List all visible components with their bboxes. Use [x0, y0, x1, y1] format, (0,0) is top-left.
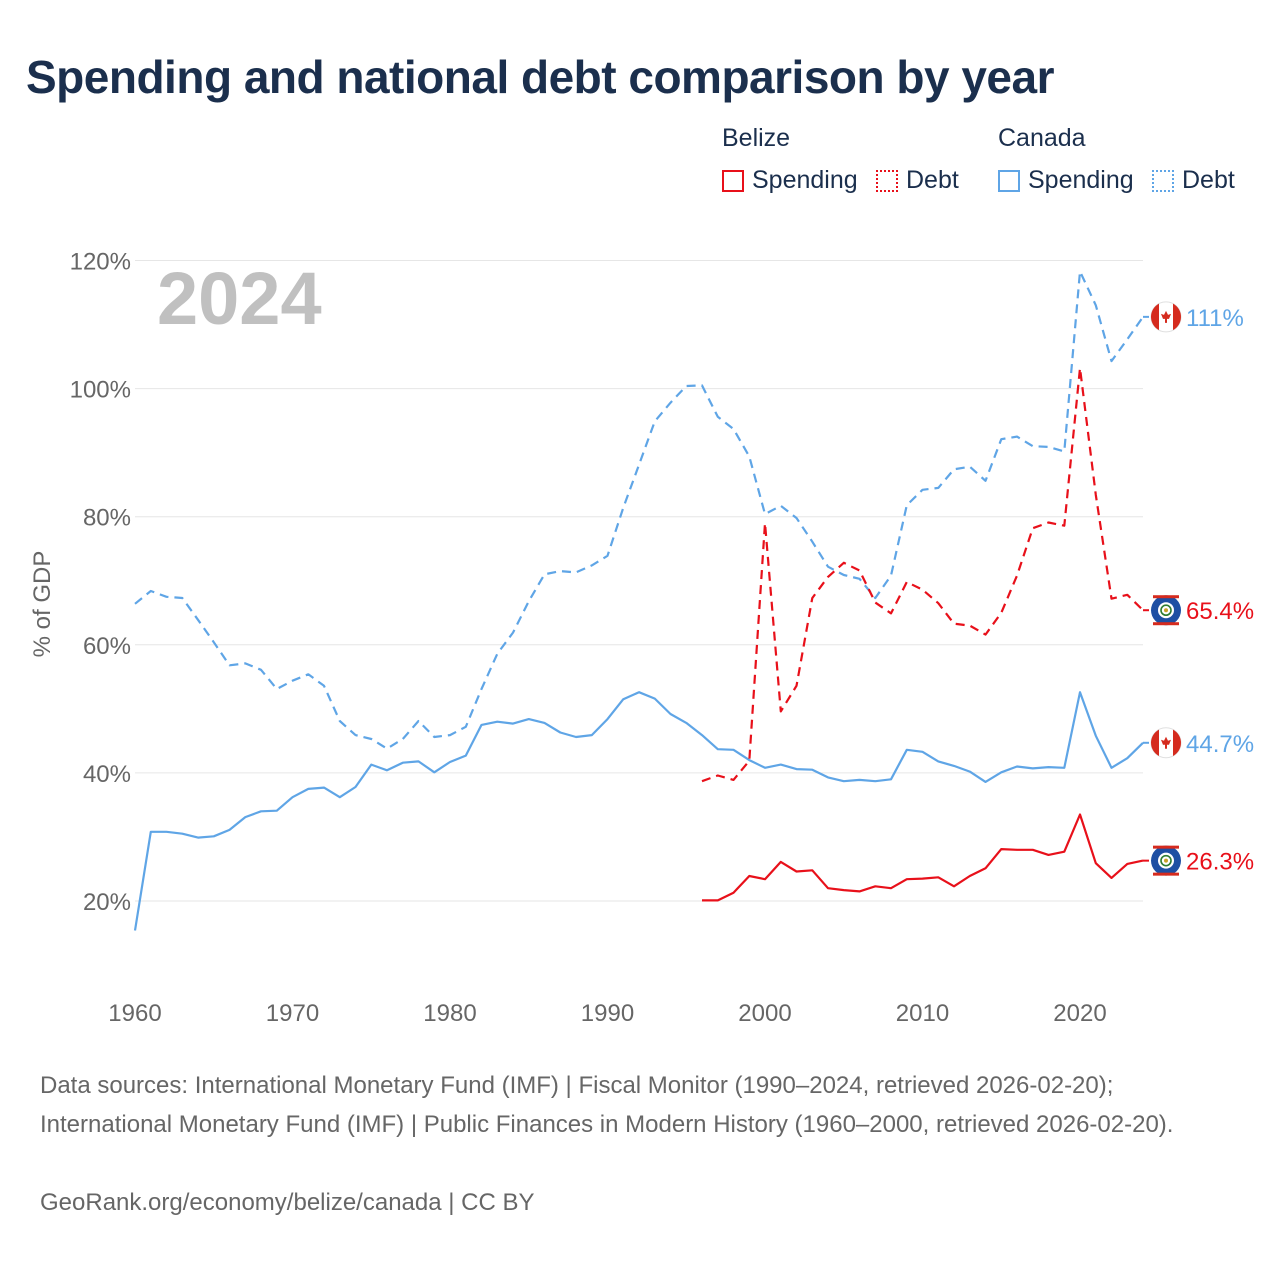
- y-tick-label-100: 100%: [70, 377, 131, 404]
- y-tick-label-120: 120%: [70, 249, 131, 276]
- canada-flag-left-band: [1151, 303, 1159, 331]
- grid-lines: [135, 260, 1143, 902]
- canada-debt-flag-icon: [1150, 301, 1182, 333]
- legend-belize-debt-swatch: [876, 169, 898, 192]
- legend-canada-spending-text: Spending: [1028, 166, 1134, 194]
- belize-spending-end-label: 26.3%: [1186, 849, 1254, 876]
- year-watermark: 2024: [157, 257, 322, 340]
- belize-flag-emblem: [1164, 608, 1168, 613]
- legend-canada-debt-text: Debt: [1182, 166, 1235, 194]
- x-tick-label-1990: 1990: [581, 1000, 634, 1027]
- x-tick-label-2000: 2000: [738, 1000, 791, 1027]
- y-axis-label: % of GDP: [29, 551, 56, 658]
- belize-debt-line: [701, 367, 1144, 783]
- x-tick-label-1970: 1970: [266, 1000, 319, 1027]
- maple-leaf-icon: [1161, 310, 1171, 323]
- legend-belize-debt[interactable]: Debt: [876, 166, 959, 195]
- legend-belize-spending-text: Spending: [752, 166, 858, 194]
- belize-spending-flag-icon: [1151, 845, 1181, 876]
- legend-belize-spending[interactable]: Spending: [722, 166, 858, 195]
- axes: 20% 40% 60% 80% 100% 120% 1960 1970 1980 1990 2000…: [29, 249, 1107, 1028]
- canada-spending-line: [133, 691, 1144, 931]
- belize-flag-emblem: [1164, 858, 1168, 863]
- belize-flag-wreath: [1160, 604, 1172, 617]
- y-tick-label-80: 80%: [83, 505, 131, 532]
- end-markers: 111% 44.7% 65.4% 26.3%: [1143, 301, 1254, 876]
- canada-flag-right-band: [1173, 303, 1181, 331]
- belize-spending-line: [702, 813, 1144, 902]
- belize-flag-top-stripe: [1153, 595, 1179, 599]
- x-tick-label-1960: 1960: [108, 1000, 161, 1027]
- chart-title: Spending and national debt comparison by…: [26, 51, 1055, 103]
- x-tick-label-2010: 2010: [896, 1000, 949, 1027]
- canada-debt-line: [134, 270, 1144, 750]
- belize-flag-top-stripe: [1153, 845, 1179, 849]
- credit-link[interactable]: GeoRank.org/economy/belize/canada | CC B…: [40, 1189, 535, 1216]
- y-tick-label-20: 20%: [83, 889, 131, 916]
- legend-belize-debt-text: Debt: [906, 166, 959, 194]
- belize-flag-bottom-stripe: [1153, 622, 1179, 626]
- legend-canada-label: Canada: [998, 124, 1086, 152]
- canada-spending-flag-icon: [1150, 727, 1182, 759]
- canada-flag-left-band: [1151, 729, 1159, 756]
- maple-leaf-icon: [1161, 736, 1171, 749]
- legend-canada-spending-swatch: [998, 169, 1020, 192]
- legend-belize-spending-swatch: [722, 169, 744, 192]
- legend-canada-debt-swatch: [1152, 169, 1174, 192]
- legend-canada-debt[interactable]: Debt: [1152, 166, 1235, 195]
- x-tick-label-2020: 2020: [1053, 1000, 1106, 1027]
- belize-debt-end-label: 65.4%: [1186, 598, 1254, 625]
- data-sources: Data sources: International Monetary Fun…: [40, 1072, 1174, 1138]
- y-tick-label-40: 40%: [83, 761, 131, 788]
- belize-debt-flag-icon: [1151, 595, 1181, 626]
- x-tick-label-1980: 1980: [423, 1000, 476, 1027]
- belize-flag-bottom-stripe: [1153, 872, 1179, 876]
- canada-spending-end-label: 44.7%: [1186, 731, 1254, 758]
- legend-belize-label: Belize: [722, 124, 791, 152]
- belize-flag-wreath: [1160, 854, 1172, 867]
- line-chart: 20% 40% 60% 80% 100% 120% 1960 1970 1980 1990 2000…: [29, 249, 1254, 1028]
- y-tick-label-60: 60%: [83, 633, 131, 660]
- legend-canada-spending[interactable]: Spending: [998, 166, 1134, 195]
- canada-flag-right-band: [1173, 729, 1181, 756]
- canada-debt-end-label: 111%: [1186, 305, 1244, 332]
- series-lines: [133, 270, 1144, 931]
